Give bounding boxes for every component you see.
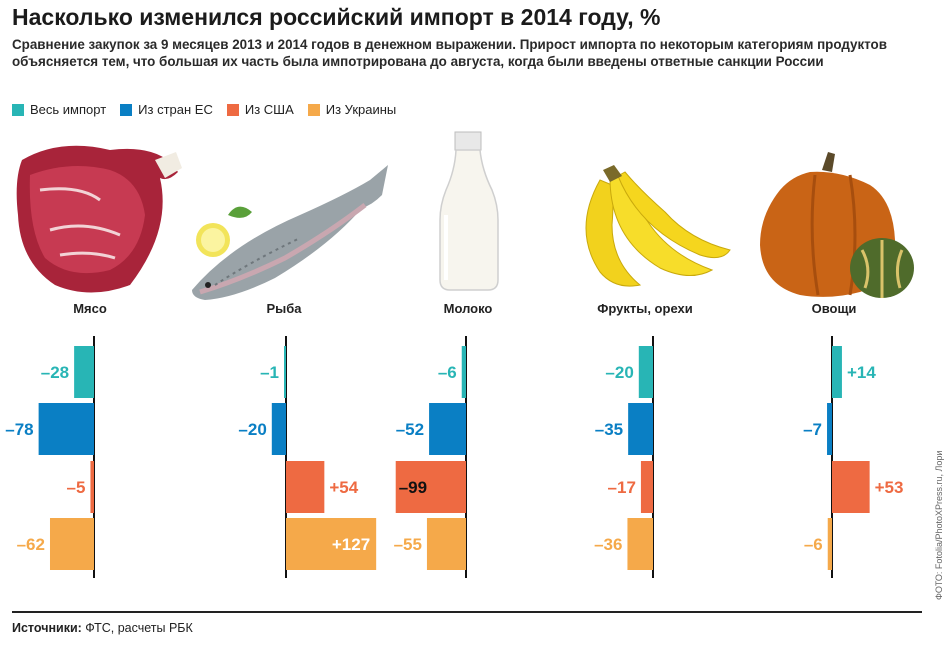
category-label-fruits: Фрукты, орехи bbox=[597, 301, 692, 316]
bar-vegetables-eu bbox=[827, 403, 832, 455]
legend-swatch-ukraine bbox=[307, 103, 320, 116]
legend-swatch-eu bbox=[120, 103, 133, 116]
value-label-vegetables-eu: –7 bbox=[803, 420, 822, 439]
bar-milk-usa bbox=[395, 461, 466, 513]
bar-fruits-all bbox=[638, 346, 653, 398]
bar-meat-eu bbox=[38, 403, 94, 455]
bottom-divider bbox=[12, 611, 922, 613]
value-label-meat-eu: –78 bbox=[5, 420, 33, 439]
legend-item-all: Весь импорт bbox=[12, 102, 106, 117]
chart-title: Насколько изменился российский импорт в … bbox=[12, 4, 661, 30]
source-text: ФТС, расчеты РБК bbox=[85, 621, 193, 635]
bar-fish-all bbox=[284, 346, 286, 398]
value-label-fruits-usa: –17 bbox=[608, 478, 636, 497]
bar-milk-eu bbox=[429, 403, 466, 455]
bar-fruits-usa bbox=[640, 461, 653, 513]
bar-milk-all bbox=[461, 346, 466, 398]
group-vegetables: Овощи +14 –7 +53 –6 bbox=[803, 301, 903, 578]
value-label-milk-eu: –52 bbox=[396, 420, 424, 439]
category-label-milk: Молоко bbox=[444, 301, 493, 316]
legend-label-usa: Из США bbox=[244, 102, 294, 117]
value-label-meat-ukraine: –62 bbox=[17, 535, 45, 554]
legend-label-all: Весь импорт bbox=[30, 102, 107, 117]
legend-label-eu: Из стран ЕС bbox=[138, 102, 213, 117]
category-label-vegetables: Овощи bbox=[812, 301, 857, 316]
value-label-vegetables-usa: +53 bbox=[875, 478, 904, 497]
pumpkin-icon bbox=[760, 152, 914, 298]
bar-meat-all bbox=[74, 346, 94, 398]
bar-fish-eu bbox=[271, 403, 286, 455]
photo-credit: ФОТО: Fotolia/PhotoXPress.ru, Лори bbox=[934, 450, 944, 600]
legend-item-usa: Из США bbox=[226, 102, 294, 117]
bar-fruits-ukraine bbox=[627, 518, 653, 570]
legend-swatch-usa bbox=[226, 103, 239, 116]
legend-swatch-all bbox=[12, 103, 24, 116]
bar-fish-usa bbox=[286, 461, 325, 513]
value-label-fish-eu: –20 bbox=[238, 420, 266, 439]
value-label-meat-usa: –5 bbox=[67, 478, 86, 497]
legend-label-ukraine: Из Украины bbox=[325, 102, 397, 117]
bar-meat-usa bbox=[90, 461, 94, 513]
group-milk: Молоко –6 –52 –99 –55 bbox=[394, 301, 493, 578]
value-label-fish-usa: +54 bbox=[329, 478, 358, 497]
bar-fruits-eu bbox=[628, 403, 653, 455]
source-note: Источники: ФТС, расчеты РБК bbox=[12, 621, 193, 635]
value-label-fruits-all: –20 bbox=[605, 363, 633, 382]
value-label-fish-all: –1 bbox=[260, 363, 279, 382]
group-fruits: Фрукты, орехи –20 –35 –17 –36 bbox=[594, 301, 693, 578]
value-label-vegetables-ukraine: –6 bbox=[804, 535, 823, 554]
bar-fish-ukraine bbox=[286, 518, 377, 570]
value-label-fish-ukraine: +127 bbox=[332, 535, 370, 554]
value-label-fruits-ukraine: –36 bbox=[594, 535, 622, 554]
meat-icon bbox=[16, 145, 182, 293]
bar-vegetables-ukraine bbox=[827, 518, 832, 570]
bar-vegetables-usa bbox=[832, 461, 870, 513]
value-label-milk-all: –6 bbox=[438, 363, 457, 382]
legend-item-ukraine: Из Украины bbox=[307, 102, 397, 117]
value-label-milk-usa: –99 bbox=[399, 478, 427, 497]
bars-layer: Мясо –28 –78 –5 –62 Рыба –1 –20 +54 +127 Молоко –6 –… bbox=[5, 301, 903, 578]
value-label-fruits-eu: –35 bbox=[595, 420, 623, 439]
group-fish: Рыба –1 –20 +54 +127 bbox=[238, 301, 377, 578]
group-meat: Мясо –28 –78 –5 –62 bbox=[5, 301, 107, 578]
fish-icon bbox=[192, 165, 388, 300]
bar-meat-ukraine bbox=[49, 518, 94, 570]
value-label-meat-all: –28 bbox=[41, 363, 69, 382]
banana-icon bbox=[585, 165, 731, 287]
chart-subtitle: Сравнение закупок за 9 месяцев 2013 и 20… bbox=[12, 37, 887, 69]
milk-bottle-icon bbox=[439, 131, 499, 291]
legend: Весь импорт Из стран ЕС Из США Из Украин… bbox=[12, 102, 396, 117]
category-label-meat: Мясо bbox=[73, 301, 107, 316]
legend-item-eu: Из стран ЕС bbox=[120, 102, 213, 117]
value-label-milk-ukraine: –55 bbox=[394, 535, 422, 554]
source-label: Источники: bbox=[12, 621, 82, 635]
bar-milk-ukraine bbox=[426, 518, 466, 570]
value-label-vegetables-all: +14 bbox=[847, 363, 876, 382]
bar-vegetables-all bbox=[832, 346, 842, 398]
category-label-fish: Рыба bbox=[266, 301, 302, 316]
